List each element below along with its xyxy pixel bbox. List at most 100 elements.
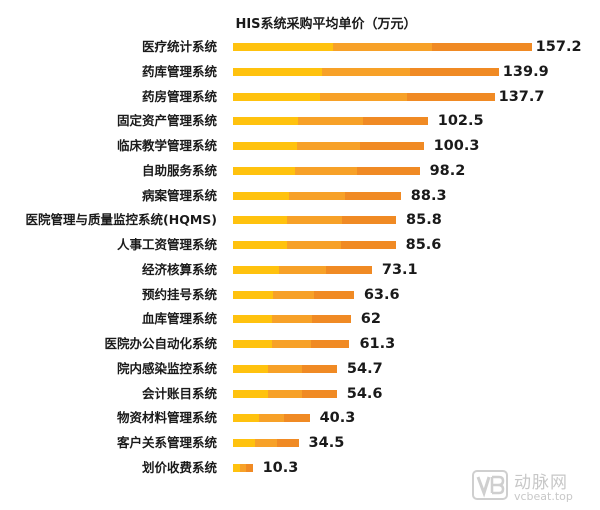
category-label: 客户关系管理系统 (116, 435, 217, 450)
bar-row: 医疗统计系统 157.2 (0, 35, 600, 59)
category-label: 临床教学管理系统 (116, 138, 217, 153)
bar-segment (233, 340, 272, 348)
category-label: 病案管理系统 (141, 187, 217, 203)
bar-segment (295, 166, 358, 175)
bar-segment (407, 92, 495, 101)
bar (233, 364, 337, 373)
bar-segment (310, 340, 350, 348)
value-label: 61.3 (359, 336, 396, 352)
value-label: 10.3 (262, 459, 299, 476)
bar (233, 241, 396, 249)
bar-segment (279, 265, 326, 274)
bar-segment (233, 241, 288, 249)
bar-segment (233, 364, 268, 373)
value-label: 102.5 (437, 113, 484, 130)
category-label: 固定资产管理系统 (116, 113, 217, 129)
value-label: 54.7 (346, 360, 383, 377)
bar-segment (287, 216, 342, 225)
bar (233, 439, 299, 447)
category-label: 医疗统计系统 (141, 39, 217, 54)
watermark-brand-cn: 动脉网 (514, 473, 568, 493)
bar-segment (239, 463, 247, 472)
value-label: 88.3 (410, 187, 447, 204)
bar-segment (332, 43, 433, 51)
category-label: 医院办公自动化系统 (104, 336, 217, 351)
bar-segment (410, 67, 499, 76)
category-label: 经济核算系统 (141, 261, 217, 277)
bar-segment (341, 216, 397, 225)
category-label: 预约挂号系统 (141, 286, 217, 302)
watermark-brand-en: vcbeat.top (514, 490, 573, 503)
category-label: 会计账目系统 (141, 385, 217, 401)
bar-segment (233, 92, 321, 101)
bar-row: 药房管理系统 137.7 (0, 85, 600, 109)
bar-segment (302, 364, 337, 373)
bar-segment (233, 43, 333, 51)
value-label: 73.1 (381, 261, 418, 278)
bar-segment (288, 191, 345, 200)
value-label: 85.6 (405, 237, 442, 253)
bar-segment (233, 166, 296, 175)
bar (233, 142, 424, 150)
bar-segment (362, 117, 428, 126)
bar-segment (360, 142, 424, 150)
bar-row: 客户关系管理系统 34.5 (0, 431, 600, 455)
category-label: 血库管理系统 (141, 311, 217, 327)
bar (233, 389, 337, 398)
bar-row: 院内感染监控系统 54.7 (0, 357, 600, 381)
bar (233, 43, 532, 51)
bar-segment (276, 439, 299, 447)
bar-row: 临床教学管理系统 100.3 (0, 134, 600, 158)
category-label: 院内感染监控系统 (116, 360, 217, 376)
bar (233, 92, 495, 101)
bar-row: 血库管理系统 62 (0, 307, 600, 331)
bar-segment (233, 117, 298, 126)
bar-segment (311, 315, 351, 324)
bar-segment (258, 414, 285, 423)
bar-segment (233, 389, 268, 398)
category-label: 人事工资管理系统 (116, 237, 217, 252)
vb-logo-icon (472, 470, 508, 500)
bar (233, 191, 401, 200)
bar-row: 医院管理与质量监控系统(HQMS) 85.8 (0, 208, 600, 232)
bar-segment (284, 414, 310, 423)
bar-segment (267, 364, 303, 373)
bar-row: 划价收费系统 10.3 (0, 456, 600, 480)
bar (233, 166, 420, 175)
bar-segment (287, 241, 342, 249)
bar (233, 265, 372, 274)
bar-segment (357, 166, 420, 175)
bar-segment (233, 315, 273, 324)
bar-segment (246, 463, 253, 472)
bar-row: 人事工资管理系统 85.6 (0, 233, 600, 257)
bar-segment (271, 340, 311, 348)
value-label: 139.9 (502, 63, 549, 80)
bar-segment (296, 142, 361, 150)
value-label: 62 (360, 311, 381, 328)
bar-segment (233, 265, 280, 274)
value-label: 54.6 (346, 385, 383, 402)
bar-segment (344, 191, 401, 200)
bar-segment (302, 389, 337, 398)
bar-segment (233, 67, 322, 76)
bar-row: 经济核算系统 73.1 (0, 258, 600, 282)
value-label: 100.3 (433, 138, 480, 154)
bar-row: 预约挂号系统 63.6 (0, 283, 600, 307)
bar-row: 自助服务系统 98.2 (0, 159, 600, 183)
value-label: 157.2 (535, 39, 582, 55)
category-label: 划价收费系统 (141, 459, 217, 475)
bar-segment (325, 265, 372, 274)
category-label: 医院管理与质量监控系统(HQMS) (25, 212, 217, 228)
value-label: 63.6 (363, 286, 400, 303)
bar-segment (233, 463, 240, 472)
bar (233, 315, 351, 324)
category-label: 物资材料管理系统 (116, 410, 217, 426)
bar-row: 病案管理系统 88.3 (0, 184, 600, 208)
bar-row: 固定资产管理系统 102.5 (0, 109, 600, 133)
value-label: 40.3 (319, 410, 356, 427)
bar (233, 463, 253, 472)
bar-segment (341, 241, 396, 249)
bar-row: 药库管理系统 139.9 (0, 60, 600, 84)
chart-title: HIS系统采购平均单价（万元） (235, 17, 417, 32)
category-label: 药房管理系统 (141, 88, 217, 104)
